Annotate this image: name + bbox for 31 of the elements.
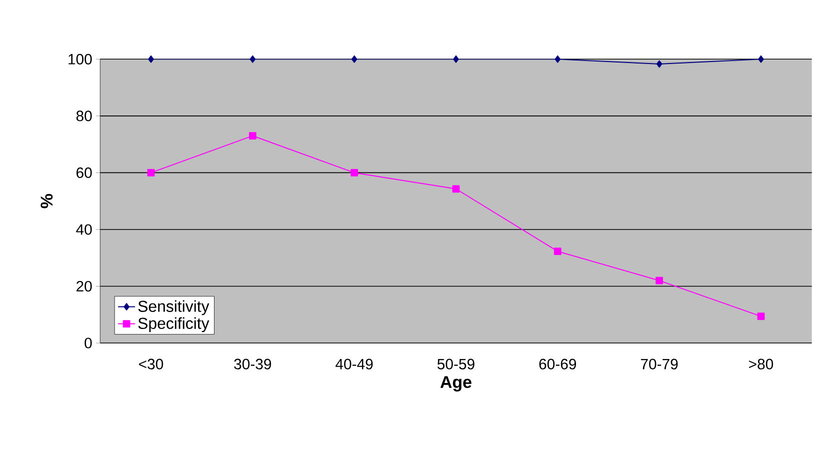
x-tick-label: 30-39 <box>234 358 272 370</box>
point <box>148 55 154 63</box>
point <box>656 60 662 68</box>
point <box>453 55 459 63</box>
point <box>351 55 358 63</box>
x-tick-label: <30 <box>139 358 164 370</box>
y-tick-label: 20 <box>76 280 92 292</box>
y-tick-label: 80 <box>76 110 92 122</box>
x-tick-label: 70-79 <box>640 358 678 370</box>
point <box>147 168 155 176</box>
point <box>350 168 358 176</box>
point <box>248 132 256 140</box>
point <box>250 55 256 63</box>
legend-label: Specificity <box>138 317 210 332</box>
x-tick-label: 60-69 <box>539 358 576 370</box>
y-tick-label: 60 <box>76 167 92 178</box>
point <box>758 55 764 63</box>
point <box>554 55 561 63</box>
point <box>554 248 562 255</box>
y-tick-label: 100 <box>68 54 92 64</box>
x-tick-label: 50-59 <box>437 358 474 370</box>
point <box>757 312 765 320</box>
y-axis-title: % <box>40 194 53 208</box>
x-axis-title: Age <box>440 376 472 392</box>
x-tick-label: >80 <box>749 358 774 370</box>
legend-label: Sensitivity <box>138 300 210 316</box>
point <box>656 276 664 284</box>
y-tick-label: 40 <box>76 224 92 235</box>
point <box>452 185 460 193</box>
x-tick-label: 40-49 <box>336 358 373 370</box>
y-tick-label: 0 <box>84 338 92 348</box>
